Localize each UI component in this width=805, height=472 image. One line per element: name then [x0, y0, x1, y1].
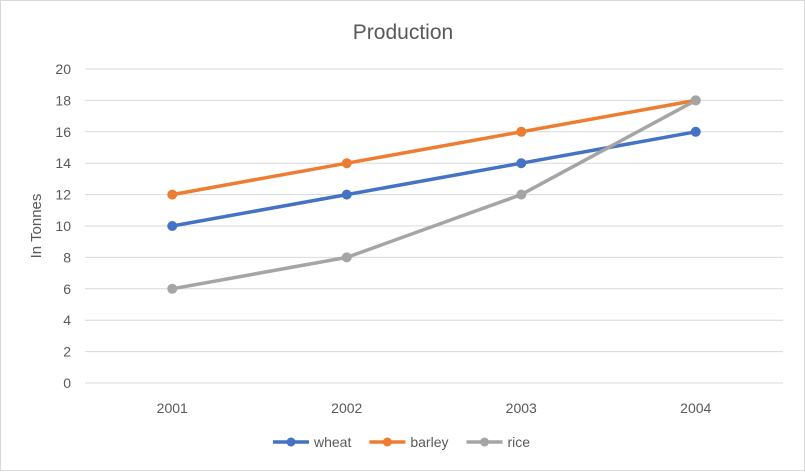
y-tick-label: 8: [63, 249, 71, 265]
data-point-barley-2002: [341, 158, 352, 169]
legend-label: rice: [508, 434, 531, 450]
data-point-rice-2003: [516, 189, 527, 200]
y-tick-label: 16: [55, 124, 71, 140]
y-tick-label: 6: [63, 281, 71, 297]
series-line-barley: [170, 98, 698, 197]
y-tick-label: 12: [55, 187, 71, 203]
data-point-wheat-2003: [516, 158, 527, 169]
x-axis-ticks: 2001 2002 2003 2004: [157, 400, 712, 416]
y-tick-label: 0: [63, 375, 71, 391]
y-tick-label: 10: [55, 218, 71, 234]
data-point-barley-2001: [167, 189, 178, 200]
data-point-wheat-2001: [167, 221, 178, 231]
legend-label: barley: [410, 434, 448, 450]
legend: wheat barley rice: [273, 434, 530, 450]
legend-swatch-marker: [286, 437, 296, 447]
data-point-barley-2003: [516, 126, 527, 137]
y-tick-label: 20: [55, 61, 71, 77]
legend-item-rice: rice: [466, 434, 531, 450]
series-rice: [167, 95, 701, 294]
data-point-rice-2001: [167, 283, 178, 294]
y-tick-label: 2: [63, 344, 71, 360]
legend-label: wheat: [313, 434, 351, 450]
y-axis-ticks: 0 2 4 6 8 10 12 14 16 18 20: [55, 61, 71, 391]
y-tick-label: 4: [63, 312, 71, 328]
legend-swatch-marker: [382, 437, 392, 447]
legend-swatch-marker: [480, 437, 489, 447]
x-tick-label: 2002: [331, 400, 362, 416]
y-axis-label: In Tonnes: [28, 194, 45, 259]
data-point-wheat-2002: [341, 189, 352, 200]
x-tick-label: 2001: [157, 400, 188, 416]
x-tick-label: 2003: [506, 400, 537, 416]
series-line-rice: [170, 98, 698, 291]
y-tick-label: 18: [55, 92, 71, 108]
y-tick-label: 14: [55, 155, 71, 171]
data-point-rice-2004: [690, 95, 701, 106]
series-group: [167, 95, 701, 294]
legend-item-wheat: wheat: [273, 434, 351, 450]
data-point-rice-2002: [341, 252, 352, 263]
series-barley: [167, 95, 701, 200]
legend-item-barley: barley: [369, 434, 449, 450]
chart-title: Production: [353, 21, 453, 44]
data-point-wheat-2004: [690, 126, 701, 137]
x-tick-label: 2004: [680, 400, 711, 416]
